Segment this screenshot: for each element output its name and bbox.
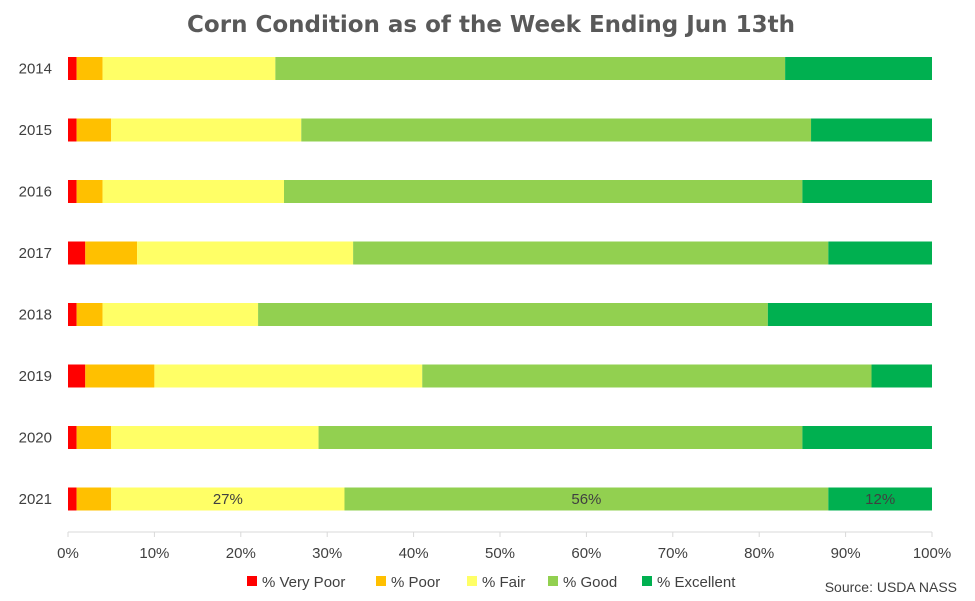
legend-swatch-poor bbox=[376, 576, 386, 586]
bar-2017-fair bbox=[137, 241, 354, 265]
bar-2014-very-poor bbox=[68, 57, 77, 80]
bar-2018-good bbox=[258, 303, 768, 326]
bar-2016-excellent bbox=[802, 180, 932, 203]
data-label-2021-fair: 27% bbox=[213, 491, 243, 508]
x-tick-label: 60% bbox=[571, 545, 601, 562]
x-tick-label: 10% bbox=[139, 545, 169, 562]
legend: % Very Poor % Poor % Fair % Good % Excellent bbox=[247, 574, 736, 591]
legend-label-excellent: % Excellent bbox=[657, 574, 736, 591]
bar-2016-good bbox=[284, 180, 803, 203]
bar-2021-very-poor bbox=[68, 487, 77, 511]
data-labels-layer: 27% 56% 12% bbox=[213, 491, 895, 508]
y-axis-labels: 2014 2015 2016 2017 2018 2019 2020 2021 bbox=[19, 61, 52, 509]
bar-2020-fair bbox=[111, 426, 319, 449]
bar-2015-good bbox=[301, 118, 812, 142]
bar-2015-poor bbox=[76, 118, 112, 142]
bar-2017-excellent bbox=[828, 241, 932, 265]
bar-2019-excellent bbox=[871, 364, 932, 388]
bar-2014-fair bbox=[102, 57, 276, 80]
bar-2014-poor bbox=[76, 57, 103, 80]
legend-swatch-good bbox=[548, 576, 558, 586]
bar-2016-poor bbox=[76, 180, 103, 203]
data-label-2021-good: 56% bbox=[571, 491, 601, 508]
bar-2018-excellent bbox=[767, 303, 932, 326]
legend-label-very-poor: % Very Poor bbox=[262, 574, 345, 591]
legend-label-good: % Good bbox=[563, 574, 617, 591]
bar-2019-very-poor bbox=[68, 364, 86, 388]
x-tick-label: 0% bbox=[57, 545, 79, 562]
y-tick-label-2014: 2014 bbox=[19, 61, 52, 78]
x-tick-label: 100% bbox=[913, 545, 951, 562]
x-tick-label: 70% bbox=[658, 545, 688, 562]
legend-swatch-fair bbox=[467, 576, 477, 586]
bar-2017-poor bbox=[85, 241, 138, 265]
bar-2019-poor bbox=[85, 364, 155, 388]
bar-2021-fair bbox=[111, 487, 345, 511]
y-tick-label-2021: 2021 bbox=[19, 491, 52, 508]
bar-2017-good bbox=[353, 241, 829, 265]
bar-2018-very-poor bbox=[68, 303, 77, 326]
x-tick-label: 80% bbox=[744, 545, 774, 562]
x-axis-ticks: 0% 10% 20% 30% 40% 50% 60% 70% 80% 90% 100% bbox=[57, 532, 951, 562]
legend-swatch-excellent bbox=[642, 576, 652, 586]
source-note: Source: USDA NASS bbox=[825, 579, 957, 595]
bar-2015-very-poor bbox=[68, 118, 77, 142]
bar-2020-good bbox=[318, 426, 803, 449]
y-tick-label-2019: 2019 bbox=[19, 368, 52, 385]
legend-swatch-very-poor bbox=[247, 576, 257, 586]
bar-2021-good bbox=[344, 487, 829, 511]
bar-2016-fair bbox=[102, 180, 284, 203]
x-tick-label: 50% bbox=[485, 545, 515, 562]
bar-2019-good bbox=[422, 364, 872, 388]
x-tick-label: 90% bbox=[831, 545, 861, 562]
chart-title: Corn Condition as of the Week Ending Jun… bbox=[187, 12, 795, 38]
bar-2014-good bbox=[275, 57, 786, 80]
bars-layer bbox=[68, 57, 932, 511]
bar-2020-excellent bbox=[802, 426, 932, 449]
y-tick-label-2017: 2017 bbox=[19, 245, 52, 262]
x-tick-label: 20% bbox=[226, 545, 256, 562]
bar-2016-very-poor bbox=[68, 180, 77, 203]
bar-2017-very-poor bbox=[68, 241, 86, 265]
data-label-2021-excellent: 12% bbox=[865, 491, 895, 508]
bar-2015-fair bbox=[111, 118, 302, 142]
legend-label-poor: % Poor bbox=[391, 574, 440, 591]
bar-2020-poor bbox=[76, 426, 112, 449]
y-tick-label-2015: 2015 bbox=[19, 122, 52, 139]
x-tick-label: 40% bbox=[399, 545, 429, 562]
bar-2021-excellent bbox=[828, 487, 932, 511]
legend-label-fair: % Fair bbox=[482, 574, 525, 591]
bar-2018-fair bbox=[102, 303, 259, 326]
bar-2014-excellent bbox=[785, 57, 932, 80]
bar-2015-excellent bbox=[811, 118, 932, 142]
bar-2020-very-poor bbox=[68, 426, 77, 449]
bar-2019-fair bbox=[154, 364, 423, 388]
y-tick-label-2016: 2016 bbox=[19, 184, 52, 201]
bar-2021-poor bbox=[76, 487, 112, 511]
x-tick-label: 30% bbox=[312, 545, 342, 562]
bar-2018-poor bbox=[76, 303, 103, 326]
y-tick-label-2020: 2020 bbox=[19, 430, 52, 447]
y-tick-label-2018: 2018 bbox=[19, 307, 52, 324]
